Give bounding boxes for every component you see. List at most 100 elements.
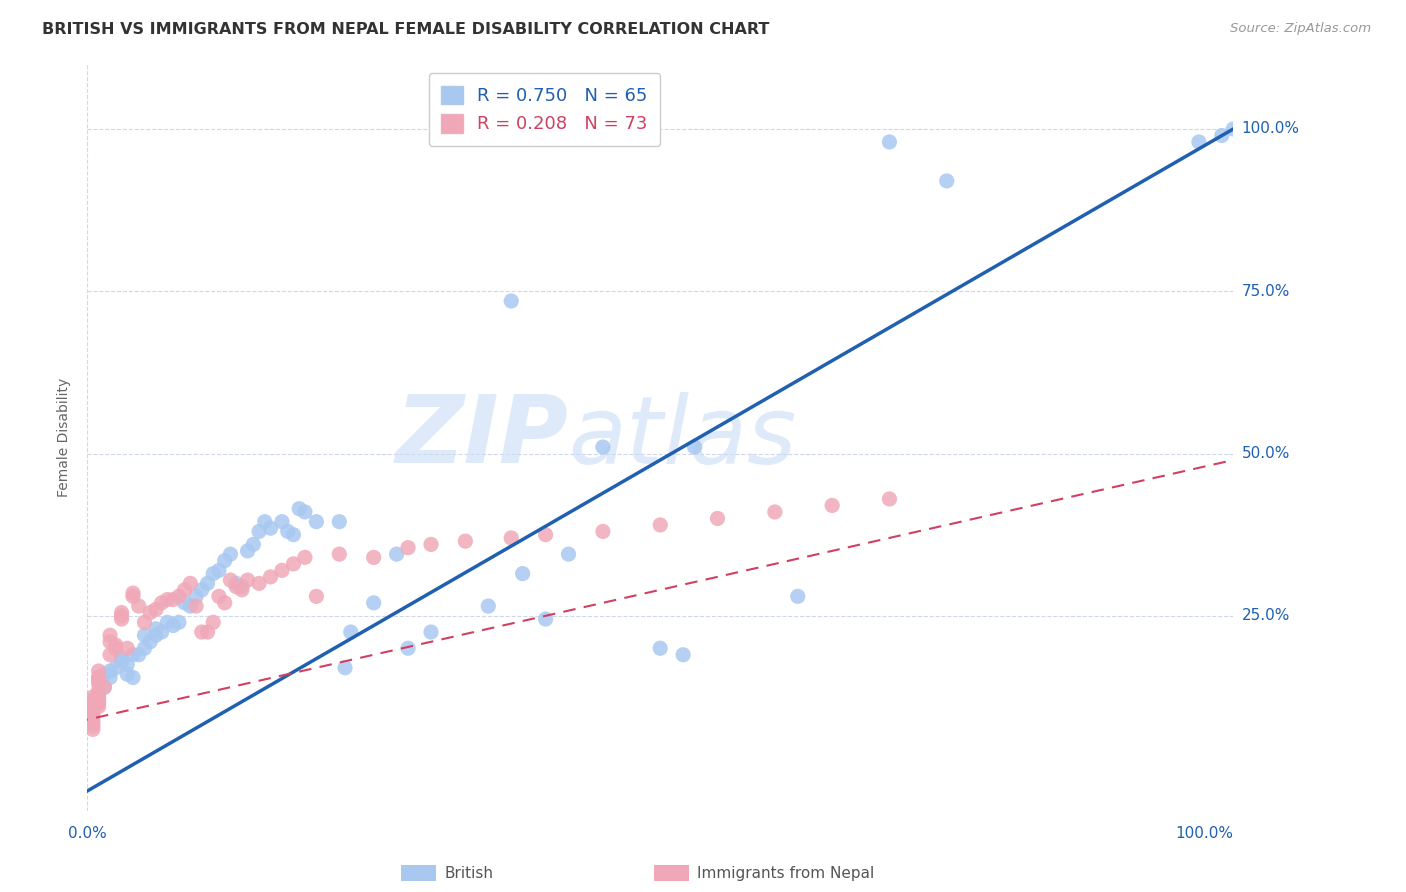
Point	[82, 709, 104, 723]
Point	[557, 547, 579, 561]
Point	[202, 615, 225, 630]
Point	[821, 499, 844, 513]
Point	[236, 573, 259, 587]
Point	[328, 547, 350, 561]
Point	[420, 537, 443, 551]
Point	[247, 576, 270, 591]
Point	[231, 580, 253, 594]
Point	[385, 547, 408, 561]
Point	[294, 550, 316, 565]
Point	[162, 618, 184, 632]
Point	[650, 517, 672, 532]
Legend: R = 0.750   N = 65, R = 0.208   N = 73: R = 0.750 N = 65, R = 0.208 N = 73	[429, 73, 661, 146]
Point	[82, 699, 104, 714]
Point	[139, 606, 162, 620]
Point	[512, 566, 534, 581]
Point	[150, 596, 173, 610]
Point	[879, 135, 901, 149]
Text: 50.0%: 50.0%	[1241, 446, 1289, 461]
Point	[87, 670, 110, 684]
Text: Immigrants from Nepal: Immigrants from Nepal	[697, 866, 875, 880]
Y-axis label: Female Disability: Female Disability	[58, 377, 72, 497]
Point	[104, 661, 127, 675]
Point	[145, 602, 167, 616]
Point	[672, 648, 695, 662]
Point	[173, 596, 195, 610]
Point	[191, 582, 214, 597]
Point	[104, 641, 127, 656]
Point	[363, 550, 385, 565]
Point	[104, 638, 127, 652]
Point	[134, 615, 156, 630]
Point	[128, 648, 150, 662]
Point	[253, 515, 276, 529]
Point	[219, 547, 242, 561]
Point	[87, 693, 110, 707]
Point	[242, 537, 264, 551]
Point	[225, 580, 247, 594]
Point	[191, 625, 214, 640]
Point	[167, 615, 190, 630]
Point	[534, 527, 557, 541]
Point	[231, 582, 253, 597]
Point	[283, 557, 305, 571]
Point	[259, 521, 281, 535]
Point	[534, 612, 557, 626]
Point	[305, 590, 328, 604]
Point	[150, 625, 173, 640]
Point	[82, 706, 104, 721]
Point	[236, 544, 259, 558]
Point	[179, 599, 201, 613]
Point	[208, 590, 231, 604]
Point	[420, 625, 443, 640]
Point	[156, 592, 179, 607]
Point	[277, 524, 299, 539]
Point	[122, 586, 145, 600]
Text: British: British	[444, 866, 494, 880]
Point	[145, 622, 167, 636]
Point	[592, 440, 614, 454]
Text: 75.0%: 75.0%	[1241, 284, 1289, 299]
Point	[117, 641, 139, 656]
Point	[145, 628, 167, 642]
Point	[82, 697, 104, 711]
Point	[706, 511, 728, 525]
Point	[271, 515, 294, 529]
Point	[139, 634, 162, 648]
Point	[87, 673, 110, 688]
Point	[98, 664, 121, 678]
Point	[122, 670, 145, 684]
Point	[1222, 122, 1244, 136]
Point	[87, 697, 110, 711]
Point	[202, 566, 225, 581]
Point	[87, 664, 110, 678]
Point	[1211, 128, 1233, 143]
Point	[879, 491, 901, 506]
Point	[214, 596, 236, 610]
Point	[82, 703, 104, 717]
Point	[179, 576, 201, 591]
Point	[98, 648, 121, 662]
Point	[592, 524, 614, 539]
Point	[98, 670, 121, 684]
Point	[786, 590, 808, 604]
Point	[283, 527, 305, 541]
Point	[134, 628, 156, 642]
Point	[93, 680, 115, 694]
Point	[93, 667, 115, 681]
Point	[288, 501, 311, 516]
Point	[117, 657, 139, 672]
Point	[122, 648, 145, 662]
Point	[110, 608, 132, 623]
Point	[110, 654, 132, 668]
Point	[683, 440, 706, 454]
Text: 25.0%: 25.0%	[1241, 608, 1289, 624]
Point	[650, 641, 672, 656]
Point	[110, 606, 132, 620]
Point	[156, 615, 179, 630]
Point	[87, 699, 110, 714]
Text: ZIP: ZIP	[395, 392, 568, 483]
Point	[117, 667, 139, 681]
Point	[110, 651, 132, 665]
Point	[259, 570, 281, 584]
